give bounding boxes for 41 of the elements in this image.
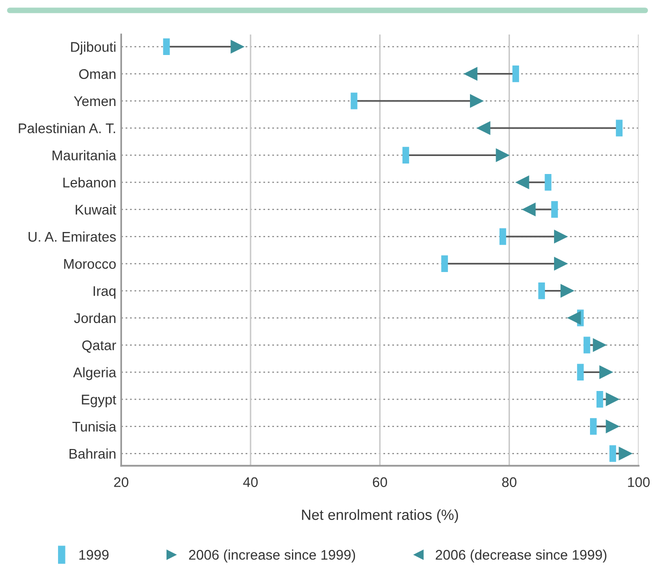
y-tick-label: Palestinian A. T.: [18, 123, 116, 134]
x-axis-title: Net enrolment ratios (%): [302, 509, 458, 523]
y-tick-label: Lebanon: [63, 177, 116, 188]
y-tick-label: Bahrain: [70, 448, 116, 459]
y-tick-label: Tunisia: [72, 421, 116, 432]
legend-label: 2006 (decrease since 1999): [436, 550, 606, 562]
point: [554, 256, 568, 271]
x-tick-label: 60: [372, 477, 388, 488]
x-tick-label: 80: [502, 477, 516, 488]
legend-label: 2006 (increase since 1999): [189, 550, 356, 562]
point: [470, 94, 484, 108]
y-tick-label: Algeria: [73, 367, 116, 380]
y-tick-label: Yemen: [74, 96, 116, 106]
y-tick-label: Morocco: [64, 259, 116, 269]
point: [515, 175, 530, 190]
x-tick-label: 20: [114, 477, 128, 488]
y-tick-label: Iraq: [94, 286, 116, 299]
x-tick-label: 100: [628, 477, 650, 488]
y-tick-label: Oman: [79, 69, 116, 79]
point: [560, 284, 574, 298]
y-tick-label: Mauritania: [52, 150, 116, 160]
point: [522, 202, 536, 216]
point: [618, 446, 633, 460]
point: [606, 419, 620, 434]
y-tick-label: Qatar: [82, 340, 116, 353]
y-tick-label: Djibouti: [71, 42, 116, 55]
point: [496, 148, 510, 162]
point: [554, 230, 568, 244]
legend-label: 1999: [79, 550, 109, 560]
point: [464, 66, 478, 81]
y-tick-label: Jordan: [74, 312, 116, 324]
y-tick-label: Kuwait: [76, 204, 116, 215]
y-tick-label: U. A. Emirates: [28, 232, 116, 242]
point: [592, 338, 607, 352]
point: [476, 121, 490, 136]
y-tick-label: Egypt: [82, 394, 116, 408]
x-tick-label: 40: [243, 477, 258, 488]
point: [230, 40, 245, 54]
point: [599, 365, 614, 380]
point: [567, 310, 581, 325]
point: [606, 392, 620, 406]
